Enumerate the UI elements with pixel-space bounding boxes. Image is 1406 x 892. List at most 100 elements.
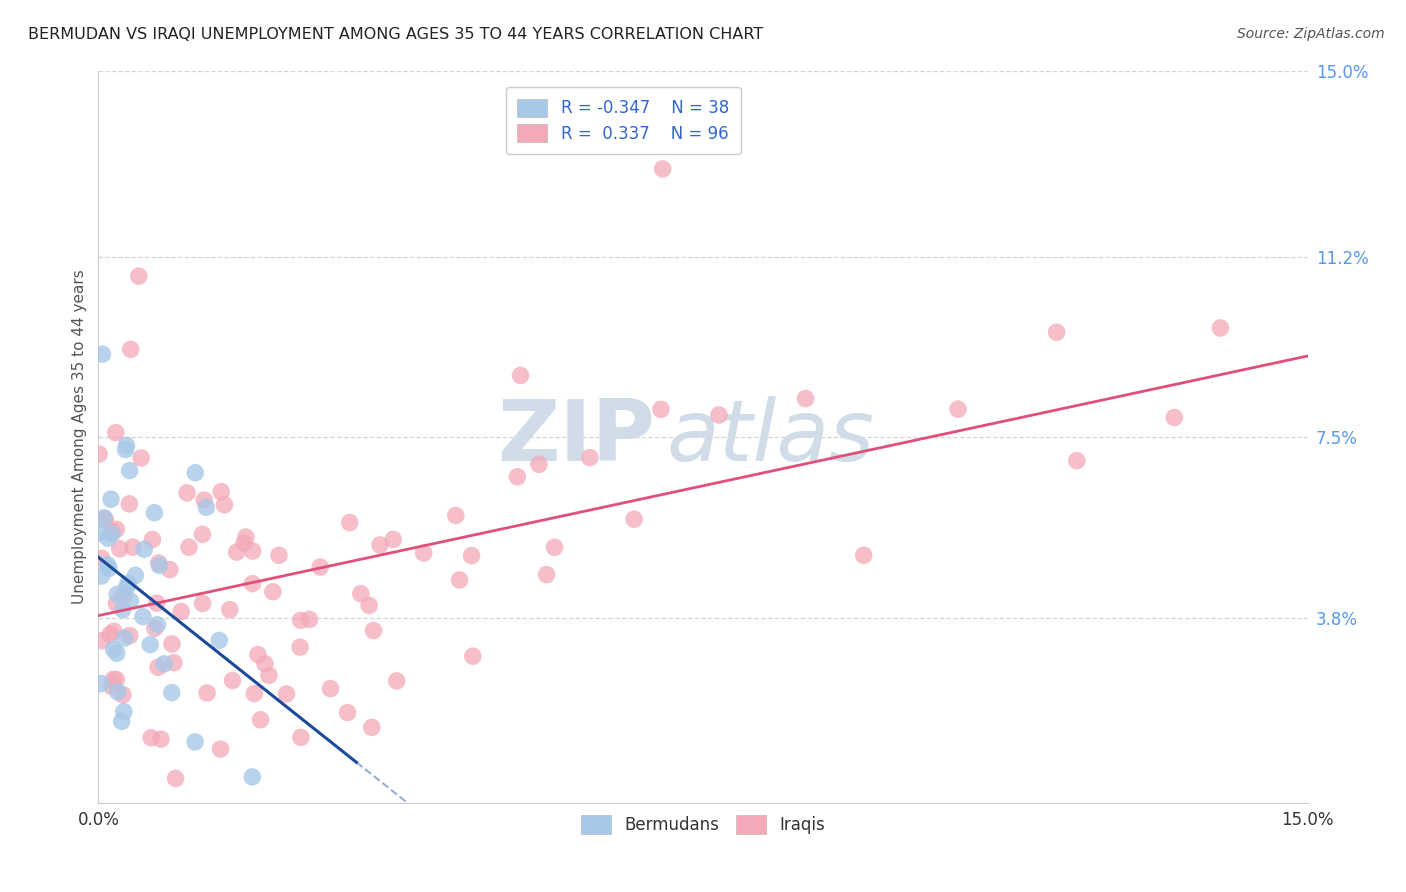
Point (105, 597, 128, 611)
Text: Source: ZipAtlas.com: Source: ZipAtlas.com (1237, 27, 1385, 41)
Point (385, 673, 408, 688)
Point (650, 402, 672, 417)
Point (339, 516, 361, 530)
Point (794, 392, 817, 406)
Point (707, 408, 730, 422)
Point (225, 545, 247, 559)
Point (177, 540, 200, 554)
Text: ZIP: ZIP (496, 395, 655, 479)
Point (115, 438, 138, 452)
Point (359, 599, 381, 613)
Point (128, 269, 150, 284)
Point (105, 673, 128, 687)
Point (350, 587, 373, 601)
Point (1066, 453, 1088, 467)
Point (146, 617, 169, 632)
Point (90, 676, 112, 690)
Point (91, 347, 114, 361)
Point (160, 685, 183, 699)
Point (153, 657, 176, 671)
Point (242, 544, 264, 558)
Point (363, 624, 385, 638)
Point (108, 541, 131, 556)
Point (368, 538, 391, 552)
Point (93, 512, 115, 526)
Point (579, 450, 602, 465)
Point (146, 660, 169, 674)
Point (143, 506, 166, 520)
Point (309, 560, 332, 574)
Point (170, 605, 193, 619)
Point (101, 526, 124, 541)
Point (165, 772, 187, 786)
Point (93, 510, 115, 524)
Point (115, 581, 138, 595)
Y-axis label: Unemployment Among Ages 35 to 44 years: Unemployment Among Ages 35 to 44 years (72, 269, 87, 605)
Point (1163, 410, 1185, 425)
Point (262, 584, 284, 599)
Point (145, 596, 167, 610)
Point (90, 569, 112, 583)
Point (193, 493, 215, 508)
Point (1045, 325, 1067, 339)
Point (103, 624, 125, 639)
Point (114, 631, 136, 645)
Point (118, 628, 141, 642)
Point (267, 549, 290, 563)
Point (103, 642, 125, 657)
Point (184, 735, 207, 749)
Point (218, 602, 240, 616)
Point (195, 686, 218, 700)
Point (114, 442, 136, 457)
Point (105, 646, 128, 660)
Point (148, 558, 170, 573)
Point (118, 497, 141, 511)
Point (149, 732, 172, 747)
Point (235, 530, 257, 544)
Point (120, 594, 142, 608)
Point (249, 713, 271, 727)
Point (336, 706, 359, 720)
Point (105, 522, 128, 536)
Point (360, 720, 382, 734)
Point (141, 731, 163, 745)
Point (208, 633, 231, 648)
Point (176, 486, 198, 500)
Point (527, 458, 550, 472)
Point (276, 687, 298, 701)
Point (89, 525, 111, 540)
Point (98, 627, 121, 641)
Point (242, 576, 264, 591)
Point (461, 649, 484, 664)
Point (91, 633, 114, 648)
Point (444, 508, 467, 523)
Point (87, 447, 110, 461)
Point (382, 533, 405, 547)
Text: atlas: atlas (666, 395, 875, 479)
Point (111, 714, 134, 729)
Point (124, 568, 146, 582)
Point (233, 536, 256, 550)
Point (246, 648, 269, 662)
Point (209, 484, 232, 499)
Point (460, 549, 482, 563)
Point (163, 656, 186, 670)
Point (111, 688, 134, 702)
Point (148, 556, 170, 570)
Point (129, 450, 152, 465)
Point (221, 673, 243, 688)
Point (101, 524, 124, 538)
Point (290, 731, 312, 745)
Point (184, 466, 207, 480)
Point (120, 343, 142, 357)
Text: BERMUDAN VS IRAQI UNEMPLOYMENT AMONG AGES 35 TO 44 YEARS CORRELATION CHART: BERMUDAN VS IRAQI UNEMPLOYMENT AMONG AGE… (28, 27, 763, 42)
Point (946, 402, 969, 417)
Point (257, 668, 280, 682)
Point (214, 498, 236, 512)
Point (319, 681, 342, 696)
Legend: Bermudans, Iraqis: Bermudans, Iraqis (569, 804, 837, 846)
Point (191, 597, 214, 611)
Point (243, 687, 266, 701)
Point (536, 567, 558, 582)
Point (290, 613, 312, 627)
